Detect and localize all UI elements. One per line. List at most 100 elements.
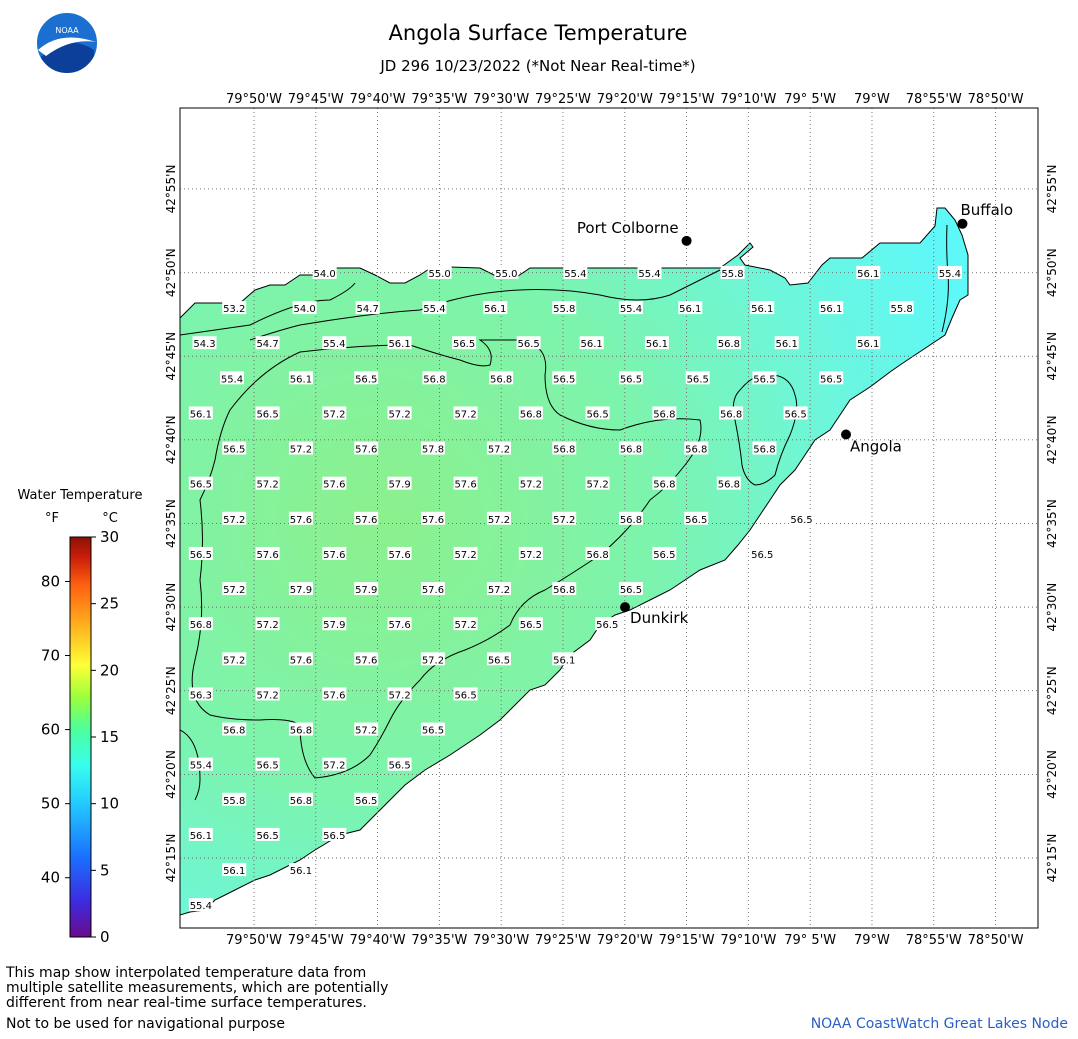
temperature-value-text: 57.6 xyxy=(355,655,377,666)
temperature-value-bg xyxy=(288,722,313,736)
footer-disclaimer: Not to be used for navigational purpose xyxy=(6,1016,285,1032)
axis-labels: 79°50'W 79°50'W 79°45'W 79°45'W 79°40'W 79°40… xyxy=(164,92,1059,948)
legend-title: Water Temperature xyxy=(18,488,143,503)
temperature-value-bg xyxy=(354,511,379,525)
temperature-value: 56.5 xyxy=(819,371,844,385)
legend-c-label: 10 xyxy=(100,795,119,813)
noaa-logo-text: NOAA xyxy=(55,26,79,35)
temperature-value-text: 57.2 xyxy=(290,445,312,456)
lon-label-bottom: 79°10'W xyxy=(720,933,776,948)
page-title: Angola Surface Temperature xyxy=(389,21,688,45)
temperature-value-text: 57.2 xyxy=(388,690,410,701)
temperature-value: 57.2 xyxy=(453,617,478,631)
temperature-value: 56.1 xyxy=(774,336,799,350)
temperature-value-bg xyxy=(222,792,247,806)
temperature-value-bg xyxy=(288,511,313,525)
temperature-value-text: 56.5 xyxy=(190,550,212,561)
temperature-value: 54.0 xyxy=(292,301,317,315)
temperature-value: 56.5 xyxy=(387,757,412,772)
lon-label-top: 79°45'W xyxy=(288,92,344,107)
temperature-value: 53.2 xyxy=(222,301,247,315)
temperature-value: 56.1 xyxy=(288,863,313,877)
temperature-value-text: 56.1 xyxy=(553,655,575,666)
temperature-value: 56.8 xyxy=(716,476,741,491)
temperature-value: 56.5 xyxy=(188,476,213,491)
temperature-value-bg xyxy=(387,336,412,350)
legend-c-label: 0 xyxy=(100,928,110,946)
legend-c-label: 30 xyxy=(100,528,119,546)
temperature-value-text: 57.6 xyxy=(290,655,312,666)
temperature-value-bg xyxy=(222,301,247,315)
temperature-value: 54.7 xyxy=(355,301,380,315)
temperature-value-text: 55.0 xyxy=(428,269,450,280)
temperature-value-text: 54.3 xyxy=(193,339,215,350)
temperature-value-text: 56.1 xyxy=(857,269,879,280)
temperature-value: 56.5 xyxy=(750,546,775,561)
temperature-value: 56.8 xyxy=(716,336,741,350)
temperature-value-text: 56.1 xyxy=(857,339,879,350)
temperature-value-text: 57.2 xyxy=(553,515,575,526)
temperature-value-bg xyxy=(288,441,313,455)
temperature-value-text: 55.4 xyxy=(221,374,243,385)
temperature-value: 56.1 xyxy=(856,336,881,350)
temperature-value-text: 56.1 xyxy=(581,339,603,350)
temperature-value: 57.2 xyxy=(255,476,280,491)
temperature-value-bg xyxy=(188,476,213,490)
lat-label-right: 42°55'N xyxy=(1045,165,1059,214)
temperature-value-text: 56.1 xyxy=(223,866,245,877)
temperature-value-text: 56.5 xyxy=(517,339,539,350)
temperature-value-bg xyxy=(752,441,777,455)
temperature-value-text: 57.2 xyxy=(520,550,542,561)
temperature-value: 56.8 xyxy=(552,441,577,456)
temperature-value-bg xyxy=(322,687,347,701)
temperature-value-text: 56.8 xyxy=(718,480,740,491)
temperature-value-text: 56.1 xyxy=(290,374,312,385)
temperature-value: 56.8 xyxy=(585,546,610,561)
city-label: Port Colborne xyxy=(577,219,679,237)
temperature-value-bg xyxy=(322,757,347,771)
temperature-value-bg xyxy=(288,652,313,666)
temperature-value-bg xyxy=(552,371,577,385)
temperature-value: 56.1 xyxy=(856,265,881,280)
temperature-value: 57.2 xyxy=(322,757,347,772)
temperature-value-bg xyxy=(420,511,445,525)
temperature-value-text: 55.4 xyxy=(638,269,660,280)
temperature-value-bg xyxy=(585,546,610,560)
lon-label-bottom: 78°55'W xyxy=(906,933,962,948)
temperature-value: 57.2 xyxy=(420,652,445,666)
temperature-value: 56.5 xyxy=(354,371,379,385)
temperature-value-bg xyxy=(188,617,213,631)
temperature-value-bg xyxy=(678,301,703,315)
temperature-value-bg xyxy=(322,476,347,490)
temperature-value-bg xyxy=(222,511,247,525)
lon-label-bottom: 79°W xyxy=(854,933,890,948)
temperature-value-text: 56.8 xyxy=(753,445,775,456)
temperature-value-text: 56.8 xyxy=(490,374,512,385)
temperature-value-text: 57.6 xyxy=(290,515,312,526)
temperature-value: 55.8 xyxy=(222,792,247,807)
temperature-value-text: 56.1 xyxy=(679,304,701,315)
temperature-value-bg xyxy=(856,336,881,350)
lon-label-top: 79°10'W xyxy=(720,92,776,107)
temperature-value: 56.1 xyxy=(188,827,213,842)
temperature-value-text: 54.0 xyxy=(294,304,316,315)
temperature-value-text: 57.6 xyxy=(323,690,345,701)
lon-label-bottom: 79°25'W xyxy=(535,933,591,948)
temperature-value: 57.9 xyxy=(322,617,347,631)
temperature-value-text: 57.2 xyxy=(586,480,608,491)
temperature-value-text: 56.5 xyxy=(620,374,642,385)
temperature-value: 57.2 xyxy=(585,476,610,491)
temperature-value: 57.9 xyxy=(288,582,313,596)
temperature-value: 56.1 xyxy=(483,301,508,315)
temperature-value: 55.4 xyxy=(219,371,244,385)
temperature-value-text: 57.9 xyxy=(388,480,410,491)
temperature-value-bg xyxy=(322,406,347,420)
lat-label-right: 42°15'N xyxy=(1045,834,1059,883)
temperature-value: 57.2 xyxy=(322,406,347,420)
temperature-value-bg xyxy=(420,582,445,596)
lon-label-top: 79°40'W xyxy=(350,92,406,107)
temperature-value-bg xyxy=(255,406,280,420)
temperature-value-bg xyxy=(716,336,741,350)
lat-label-left: 42°25'N xyxy=(164,666,178,715)
temperature-value-bg xyxy=(354,722,379,736)
